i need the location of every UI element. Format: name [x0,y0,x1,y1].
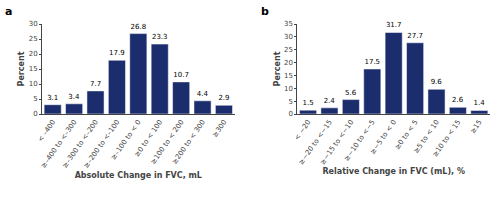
svg-text:≥200 to < 300: ≥200 to < 300 [171,118,207,165]
svg-text:≥−15 to <−10: ≥−15 to <−10 [319,118,356,166]
svg-text:≥–100 to < 0: ≥–100 to < 0 [109,118,142,161]
svg-text:17.9: 17.9 [109,49,125,57]
svg-text:17.5: 17.5 [364,58,380,66]
svg-text:35: 35 [284,20,293,28]
svg-text:≥−20 to <−15: ≥−20 to <−15 [297,118,334,166]
svg-text:25: 25 [29,35,38,43]
svg-text:< –400: < –400 [36,118,57,143]
svg-text:Percent: Percent [17,51,26,86]
svg-text:27.7: 27.7 [407,32,423,40]
svg-text:0: 0 [288,110,292,118]
svg-text:7.7: 7.7 [90,80,101,88]
svg-text:≥–200 to <–100: ≥–200 to <–100 [82,118,121,169]
svg-text:Absolute Change in FVC, mL: Absolute Change in FVC, mL [75,171,202,180]
svg-text:≥10 to < 15: ≥10 to < 15 [431,118,462,158]
svg-text:26.8: 26.8 [131,23,147,31]
svg-text:15: 15 [29,65,38,73]
svg-text:15: 15 [284,72,293,80]
svg-text:≥300: ≥300 [211,118,229,138]
svg-text:2.4: 2.4 [324,97,336,105]
svg-text:5.6: 5.6 [345,89,357,97]
svg-text:≥5 to < 10: ≥5 to < 10 [412,118,441,154]
svg-text:2.6: 2.6 [452,96,464,104]
svg-text:b: b [261,5,269,18]
svg-text:5: 5 [33,95,37,103]
svg-text:10: 10 [284,85,293,93]
svg-text:1.5: 1.5 [302,99,313,107]
svg-text:9.6: 9.6 [431,78,443,86]
svg-text:5: 5 [288,98,292,106]
svg-text:Relative Change in FVC (mL), %: Relative Change in FVC (mL), % [322,167,464,176]
svg-text:≥0 to < 5: ≥0 to < 5 [393,118,419,151]
svg-text:1.4: 1.4 [473,99,485,107]
svg-text:a: a [5,5,12,18]
svg-text:2.9: 2.9 [218,94,229,102]
svg-text:30: 30 [29,20,38,28]
svg-text:≥–400 to <–300: ≥–400 to <–300 [39,118,78,169]
svg-text:< −20: < −20 [293,118,313,141]
svg-text:0: 0 [33,110,37,118]
svg-text:30: 30 [284,33,293,41]
svg-text:≥−10 to <−5: ≥−10 to <−5 [343,118,377,162]
svg-text:10: 10 [29,80,38,88]
svg-text:20: 20 [284,59,293,67]
svg-text:3.4: 3.4 [68,93,80,101]
svg-text:10.7: 10.7 [173,71,189,79]
svg-text:3.1: 3.1 [47,94,58,102]
svg-text:Percent: Percent [273,51,282,86]
svg-text:≥–300 to <–200: ≥–300 to <–200 [61,118,100,169]
svg-text:23.3: 23.3 [152,33,168,41]
svg-text:31.7: 31.7 [386,21,402,29]
svg-text:25: 25 [284,46,293,54]
svg-text:≥−5 to < 0: ≥−5 to < 0 [369,118,399,156]
svg-text:≥0 to < 100: ≥0 to < 100 [133,118,164,158]
svg-text:≥15: ≥15 [469,118,484,135]
svg-text:20: 20 [29,50,38,58]
svg-text:≥100 to < 200: ≥100 to < 200 [149,118,185,165]
svg-text:4.4: 4.4 [197,90,209,98]
